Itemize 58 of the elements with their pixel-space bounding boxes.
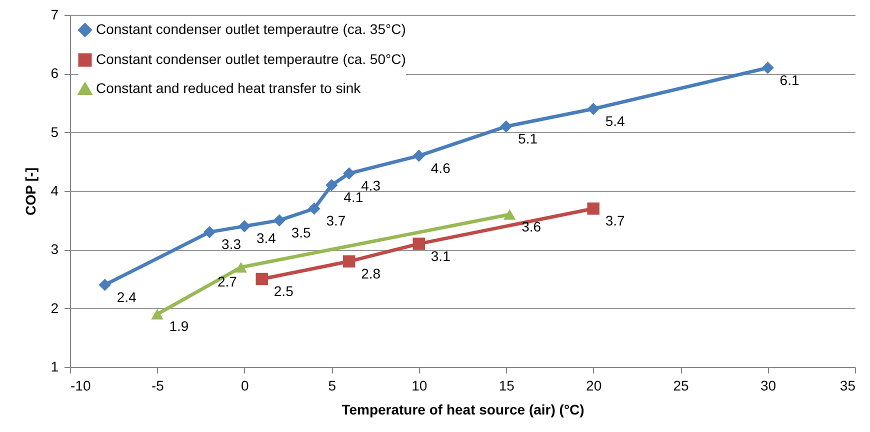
x-axis-title: Temperature of heat source (air) (°C): [342, 402, 584, 418]
x-tick-label: -10: [70, 378, 91, 394]
data-label: 6.1: [780, 72, 800, 88]
data-label: 2.5: [274, 283, 294, 299]
data-label: 3.7: [605, 212, 626, 229]
point: [500, 120, 512, 133]
y-axis-title: COP [-]: [22, 168, 39, 216]
point: [308, 202, 320, 215]
data-label: 4.3: [361, 177, 381, 194]
x-tick-label: 25: [673, 378, 690, 394]
point: [587, 202, 600, 215]
data-label: 5.1: [518, 130, 538, 146]
data-label: 3.7: [326, 212, 346, 229]
point: [342, 255, 356, 268]
y-tick-label: 3: [50, 241, 59, 258]
legend-label: Constant condenser outlet temperautre (ca. 35°C): [96, 21, 406, 37]
point: [412, 150, 426, 162]
point: [256, 272, 268, 286]
point: [234, 262, 248, 273]
x-tick-label: 10: [412, 378, 428, 394]
data-label: 2.8: [361, 265, 381, 282]
point: [203, 226, 216, 238]
x-tick-label: 0: [241, 378, 250, 394]
y-tick-label: 7: [50, 6, 59, 22]
y-tick-label: 4: [50, 182, 59, 198]
point: [326, 179, 338, 192]
x-tick-label: 35: [840, 378, 856, 394]
point: [98, 278, 112, 291]
point: [151, 308, 164, 320]
x-tick-label: -5: [151, 378, 164, 394]
point: [762, 62, 774, 74]
legend-label: Constant condenser outlet temperautre (ca. 50°C): [96, 51, 406, 67]
y-tick-label: 6: [50, 65, 59, 82]
point: [238, 220, 251, 232]
data-label: 1.9: [169, 318, 189, 334]
y-tick-label: 1: [50, 358, 59, 374]
data-label: 2.4: [116, 288, 137, 305]
data-label: 3.4: [256, 230, 276, 246]
data-label: 3.5: [291, 224, 312, 240]
point: [342, 167, 356, 180]
point: [273, 214, 286, 226]
x-tick-label: 20: [586, 378, 602, 394]
y-tick-label: 2: [50, 300, 59, 316]
point: [412, 238, 426, 250]
data-label: 3.6: [522, 218, 542, 234]
data-label: 4.6: [430, 160, 451, 176]
x-tick-label: 30: [760, 378, 776, 394]
y-tick-label: 5: [50, 124, 59, 140]
data-label: 3.3: [222, 236, 242, 252]
point: [503, 209, 516, 220]
data-label: 2.7: [217, 273, 238, 290]
data-label: 4.1: [344, 189, 364, 206]
x-tick-label: 15: [498, 378, 515, 394]
data-label: 5.4: [605, 112, 626, 129]
point: [587, 102, 600, 115]
data-label: 3.1: [430, 248, 451, 264]
x-tick-label: 5: [328, 378, 336, 394]
legend-label: Constant and reduced heat transfer to sink: [96, 80, 362, 96]
